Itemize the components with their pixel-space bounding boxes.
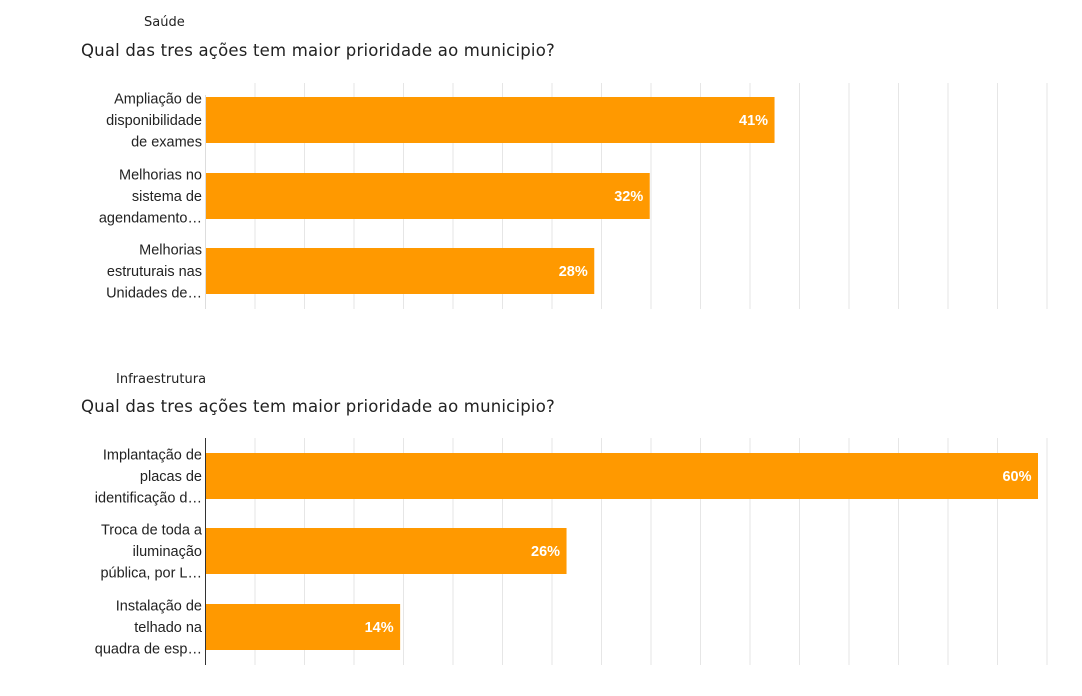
category-label: estruturais nas <box>107 264 202 280</box>
bar <box>206 528 567 574</box>
category-label: Unidades de… <box>106 286 202 302</box>
bar-chart-saude: 41% Ampliação de disponibilidade de exames 3… <box>99 83 1048 309</box>
section-label: Infraestrutura <box>116 372 207 387</box>
chart-title: Qual das tres ações tem maior prioridade… <box>81 41 555 60</box>
category-label: agendamento… <box>99 211 202 227</box>
category-label: Instalação de <box>116 599 202 615</box>
section-label: Saúde <box>144 15 185 30</box>
data-label: 26% <box>531 544 560 560</box>
data-label: 14% <box>365 620 394 636</box>
category-label: iluminação <box>133 544 202 560</box>
category-label: Implantação de <box>103 448 202 464</box>
data-label: 32% <box>614 189 643 205</box>
category-label: Ampliação de <box>114 92 202 108</box>
bar <box>206 604 401 650</box>
bar <box>206 173 650 219</box>
category-label: Troca de toda a <box>101 523 203 539</box>
category-label: pública, por L… <box>100 566 202 582</box>
chart-title: Qual das tres ações tem maior prioridade… <box>81 397 555 416</box>
bar <box>206 453 1038 499</box>
bar <box>206 248 595 294</box>
category-label: Melhorias <box>139 243 202 259</box>
data-label: 28% <box>559 264 588 280</box>
data-label: 41% <box>739 113 768 129</box>
category-label: placas de <box>140 469 202 485</box>
category-label: quadra de esp… <box>95 642 202 658</box>
data-label: 60% <box>1002 469 1031 485</box>
bar <box>206 97 775 143</box>
category-label: telhado na <box>134 620 203 636</box>
category-label: sistema de <box>132 189 202 205</box>
category-label: de exames <box>131 135 202 151</box>
category-label: disponibilidade <box>106 113 202 129</box>
chart-section-saude: Saúde Qual das tres ações tem maior prio… <box>0 0 1082 340</box>
category-label: Melhorias no <box>119 168 202 184</box>
category-label: identificação d… <box>95 491 202 507</box>
